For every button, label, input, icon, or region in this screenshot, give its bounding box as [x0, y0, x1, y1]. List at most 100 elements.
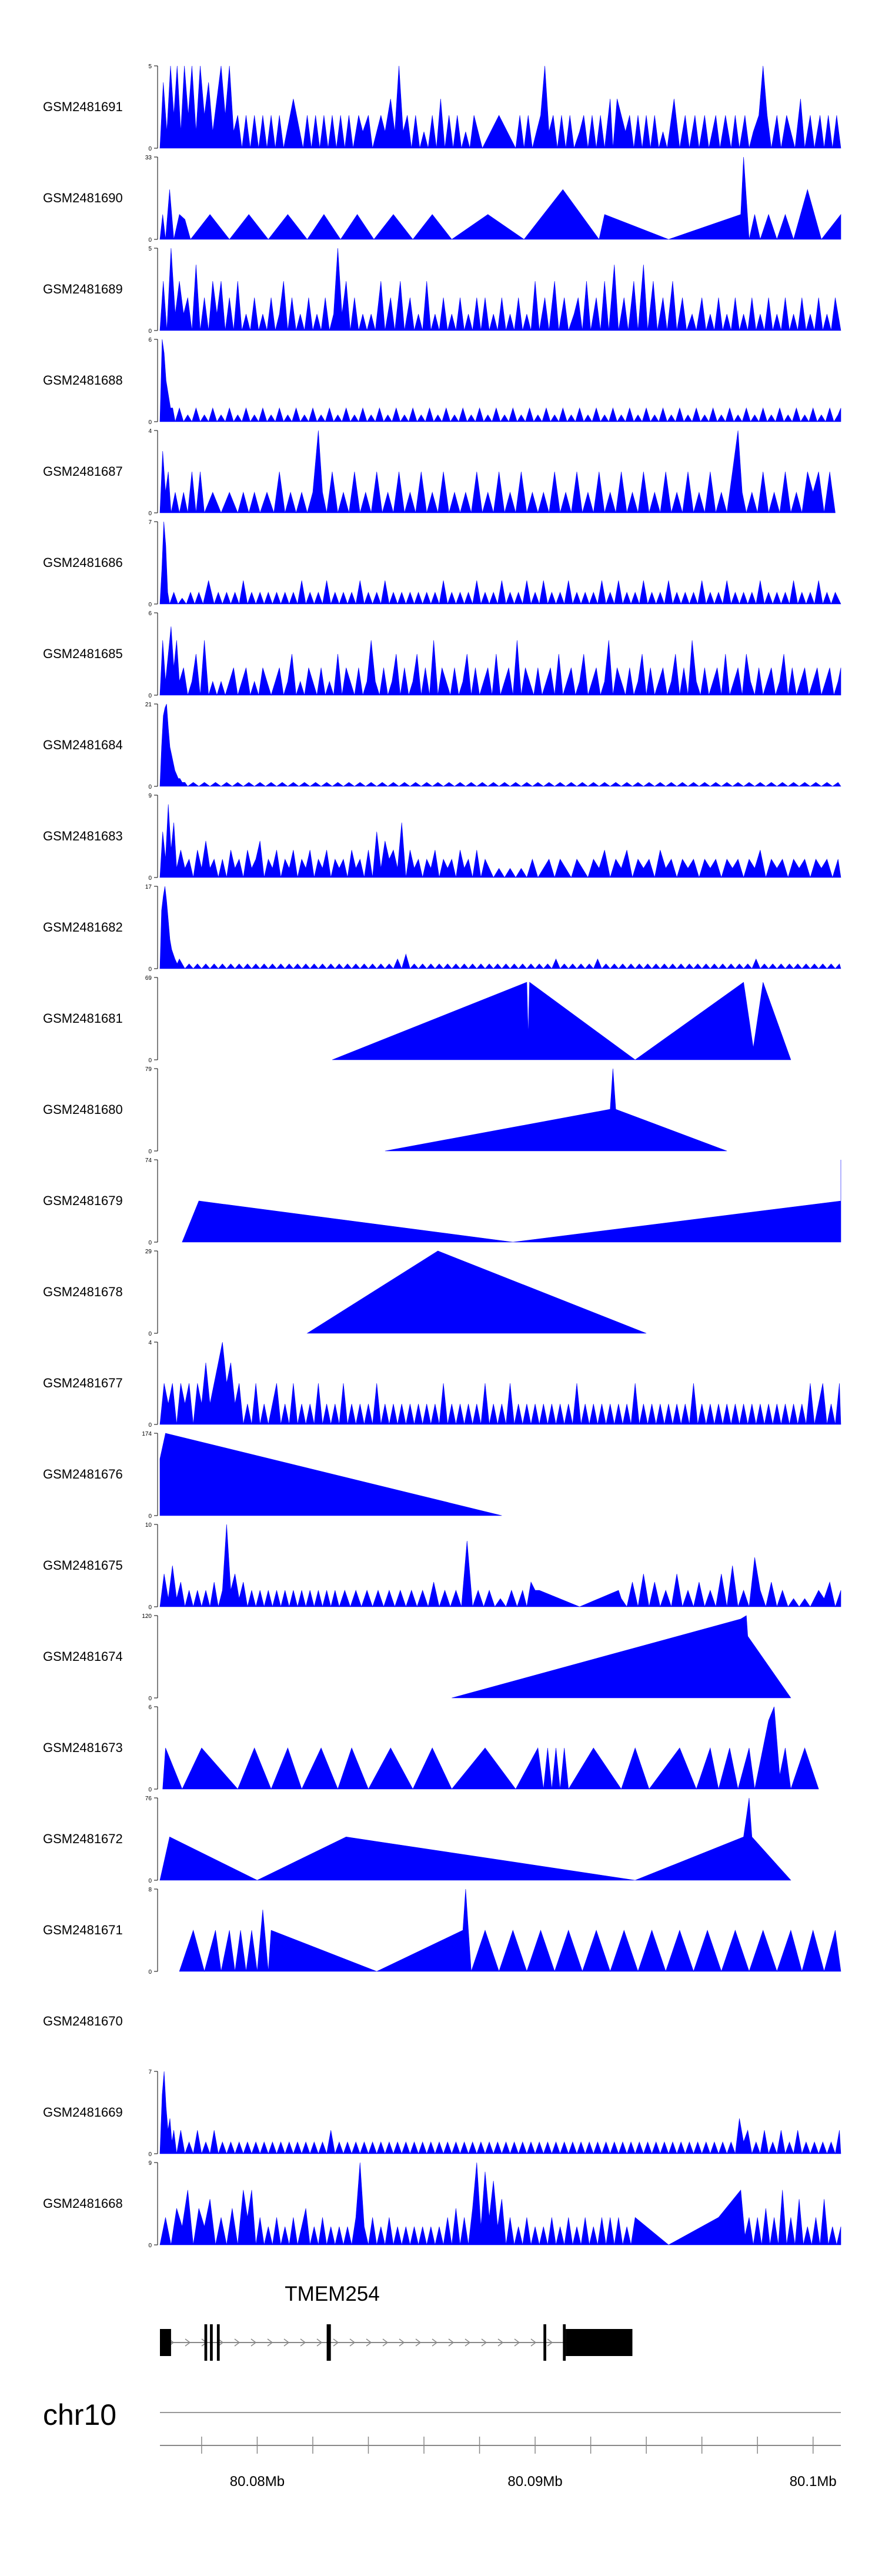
coverage-area — [162, 1706, 819, 1790]
coverage-area — [159, 430, 836, 514]
strand-arrow-icon — [481, 2338, 487, 2347]
strand-arrow-icon — [382, 2338, 389, 2347]
y-max-label: 7 — [148, 2069, 152, 2076]
coverage-area — [306, 1250, 647, 1334]
y-max-label: 5 — [148, 64, 152, 70]
y-max-label: 10 — [145, 1522, 152, 1529]
coverage-area — [159, 1342, 841, 1425]
track-GSM2481686: GSM2481686 7 0 — [43, 519, 841, 608]
coverage-area — [159, 804, 841, 879]
track-label: GSM2481673 — [43, 1740, 123, 1755]
y-min-label: 0 — [148, 875, 152, 882]
track-label: GSM2481677 — [43, 1376, 123, 1390]
gene-exon — [326, 2324, 331, 2361]
strand-arrow-icon — [267, 2338, 273, 2347]
track-label: GSM2481687 — [43, 464, 123, 479]
coverage-area — [159, 886, 841, 969]
strand-arrow-icon — [530, 2338, 537, 2347]
track-GSM2481675: GSM2481675 10 0 — [43, 1522, 841, 1611]
y-min-label: 0 — [148, 510, 152, 517]
track-label: GSM2481670 — [43, 2014, 123, 2028]
track-label: GSM2481684 — [43, 738, 123, 752]
y-max-label: 4 — [148, 1340, 152, 1346]
track-GSM2481688: GSM2481688 6 0 — [43, 337, 841, 426]
track-GSM2481687: GSM2481687 4 0 — [43, 428, 836, 517]
track-GSM2481676: GSM2481676 174 0 — [43, 1431, 502, 1520]
y-min-label: 0 — [148, 1604, 152, 1611]
track-label: GSM2481682 — [43, 920, 123, 935]
track-GSM2481678: GSM2481678 29 0 — [43, 1249, 647, 1337]
y-min-label: 0 — [148, 1240, 152, 1246]
y-min-label: 0 — [148, 1149, 152, 1155]
track-GSM2481669: GSM2481669 7 0 — [43, 2069, 841, 2158]
track-GSM2481689: GSM2481689 5 0 — [43, 246, 841, 335]
y-max-label: 8 — [148, 1887, 152, 1893]
track-GSM2481684: GSM2481684 21 0 — [43, 702, 841, 790]
y-max-label: 9 — [148, 2160, 152, 2167]
track-label: GSM2481685 — [43, 646, 123, 661]
track-label: GSM2481676 — [43, 1467, 123, 1481]
strand-arrow-icon — [399, 2338, 405, 2347]
coverage-area — [159, 2162, 841, 2245]
track-GSM2481679: GSM2481679 74 0 — [43, 1157, 841, 1246]
strand-arrow-icon — [300, 2338, 306, 2347]
y-min-label: 0 — [148, 1969, 152, 1976]
gene-annotation-track: TMEM254 — [160, 2283, 633, 2361]
track-label: GSM2481672 — [43, 1831, 123, 1846]
track-label: GSM2481675 — [43, 1558, 123, 1573]
coverage-area — [385, 1068, 727, 1152]
y-min-label: 0 — [148, 2151, 152, 2158]
strand-arrow-icon — [514, 2338, 520, 2347]
y-max-label: 6 — [148, 1704, 152, 1711]
x-tick-label: 80.08Mb — [230, 2474, 285, 2490]
y-max-label: 74 — [145, 1157, 152, 1164]
y-max-label: 17 — [145, 884, 152, 890]
y-min-label: 0 — [148, 602, 152, 608]
gene-exon — [563, 2324, 566, 2361]
track-label: GSM2481678 — [43, 1284, 123, 1299]
gene-exon — [543, 2324, 546, 2361]
chromosome-label: chr10 — [43, 2398, 116, 2431]
track-label: GSM2481669 — [43, 2105, 123, 2120]
track-GSM2481681: GSM2481681 69 0 — [43, 975, 791, 1064]
y-max-label: 29 — [145, 1249, 152, 1255]
y-min-label: 0 — [148, 419, 152, 426]
y-min-label: 0 — [148, 1696, 152, 1702]
coverage-area — [179, 1888, 841, 1973]
coverage-area — [159, 2071, 841, 2155]
gene-exon — [566, 2329, 633, 2356]
track-label: GSM2481680 — [43, 1102, 123, 1117]
x-tick-label: 80.09Mb — [507, 2474, 562, 2490]
strand-arrow-icon — [316, 2338, 323, 2347]
y-min-label: 0 — [148, 1787, 152, 1793]
data-tracks: GSM248169150GSM2481690330GSM248168950GSM… — [43, 64, 841, 2249]
genome-axis-track: 80.08Mb 80.09Mb 80.1Mb chr10 — [43, 2398, 841, 2490]
track-GSM2481685: GSM2481685 6 0 — [43, 610, 841, 699]
track-GSM2481670: GSM2481670 — [43, 2014, 123, 2028]
y-min-label: 0 — [148, 784, 152, 790]
coverage-area — [159, 703, 841, 787]
coverage-area — [159, 248, 841, 331]
track-label: GSM2481681 — [43, 1011, 123, 1026]
strand-arrow-icon — [547, 2338, 553, 2347]
y-max-label: 9 — [148, 793, 152, 799]
y-min-label: 0 — [148, 1878, 152, 1884]
strand-arrow-icon — [432, 2338, 438, 2347]
gene-name-label: TMEM254 — [285, 2283, 379, 2305]
strand-arrow-icon — [448, 2338, 455, 2347]
y-max-label: 21 — [145, 702, 152, 708]
strand-arrow-icon — [283, 2338, 290, 2347]
y-max-label: 120 — [142, 1613, 152, 1620]
y-max-label: 6 — [148, 337, 152, 343]
track-GSM2481671: GSM2481671 8 0 — [43, 1887, 841, 1976]
y-min-label: 0 — [148, 328, 152, 335]
track-label: GSM2481679 — [43, 1193, 123, 1208]
y-min-label: 0 — [148, 146, 152, 152]
y-min-label: 0 — [148, 693, 152, 699]
coverage-area — [332, 982, 791, 1060]
coverage-area — [182, 1160, 841, 1243]
track-GSM2481680: GSM2481680 79 0 — [43, 1066, 727, 1155]
strand-arrow-icon — [497, 2338, 504, 2347]
coverage-area — [159, 521, 841, 605]
track-GSM2481668: GSM2481668 9 0 — [43, 2160, 841, 2249]
